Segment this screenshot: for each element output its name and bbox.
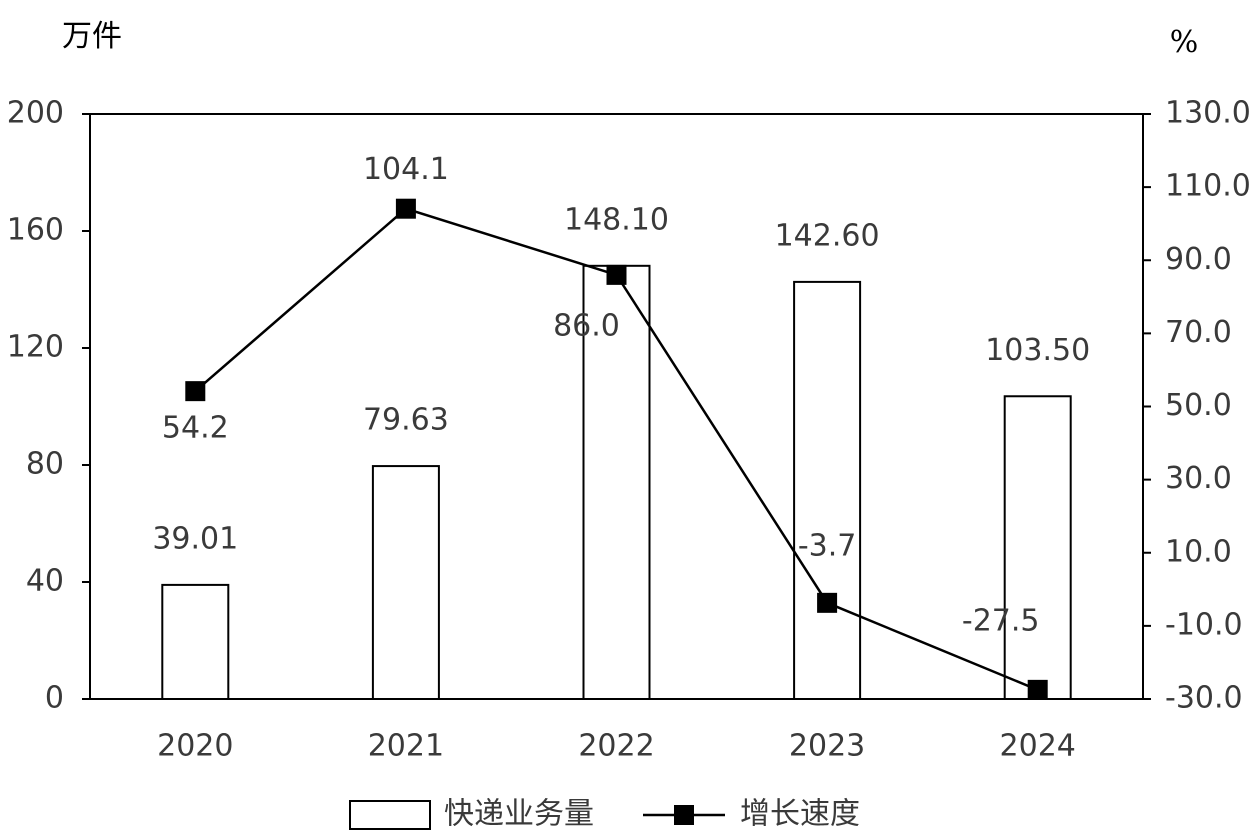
bar (793, 280, 862, 700)
bar-value-label: 103.50 (985, 333, 1090, 368)
y-tick-label: 120 (7, 330, 64, 365)
y-tick-label: 40 (26, 564, 64, 599)
line-value-label: -3.7 (798, 528, 857, 563)
bar (161, 583, 230, 700)
bar-value-label: 39.01 (152, 521, 238, 556)
bar (371, 465, 440, 700)
y2-tick-label: 30.0 (1165, 461, 1232, 496)
y2-tick-label: 70.0 (1165, 315, 1232, 350)
y2-tick-label: 110.0 (1165, 169, 1251, 204)
y-tick-label: 160 (7, 213, 64, 248)
line-marker (817, 592, 838, 613)
y-tick-label: 0 (45, 681, 64, 716)
line-marker (185, 381, 206, 402)
y2-tick-label: 130.0 (1165, 96, 1251, 131)
y2-tick-label: -10.0 (1165, 607, 1243, 642)
y2-axis-unit: % (1170, 25, 1199, 60)
line-value-label: -27.5 (962, 603, 1040, 638)
x-tick-label: 2021 (368, 729, 444, 764)
bar-value-label: 142.60 (775, 218, 880, 253)
x-tick-label: 2023 (789, 729, 865, 764)
line-marker (1027, 679, 1048, 700)
legend-swatch (349, 800, 431, 830)
line-marker (606, 264, 627, 285)
y2-tick-label: 50.0 (1165, 388, 1232, 423)
y2-tick-label: 10.0 (1165, 534, 1232, 569)
y-tick-label: 200 (7, 96, 64, 131)
bar (1003, 395, 1072, 700)
x-tick-label: 2022 (578, 729, 654, 764)
y2-tick-label: -30.0 (1165, 681, 1243, 716)
legend-label: 增长速度 (740, 797, 860, 832)
x-tick-label: 2024 (1000, 729, 1076, 764)
line-value-label: 86.0 (553, 308, 620, 343)
bar-value-label: 148.10 (564, 202, 669, 237)
line-value-label: 54.2 (162, 411, 229, 446)
y-axis-unit: 万件 (62, 19, 122, 54)
legend-label: 快递业务量 (444, 797, 594, 832)
bar-value-label: 79.63 (363, 403, 449, 438)
line-value-label: 104.1 (363, 152, 449, 187)
line-marker (395, 198, 416, 219)
x-tick-label: 2020 (157, 729, 233, 764)
legend-swatch (674, 805, 694, 825)
y2-tick-label: 90.0 (1165, 242, 1232, 277)
y-tick-label: 80 (26, 447, 64, 482)
